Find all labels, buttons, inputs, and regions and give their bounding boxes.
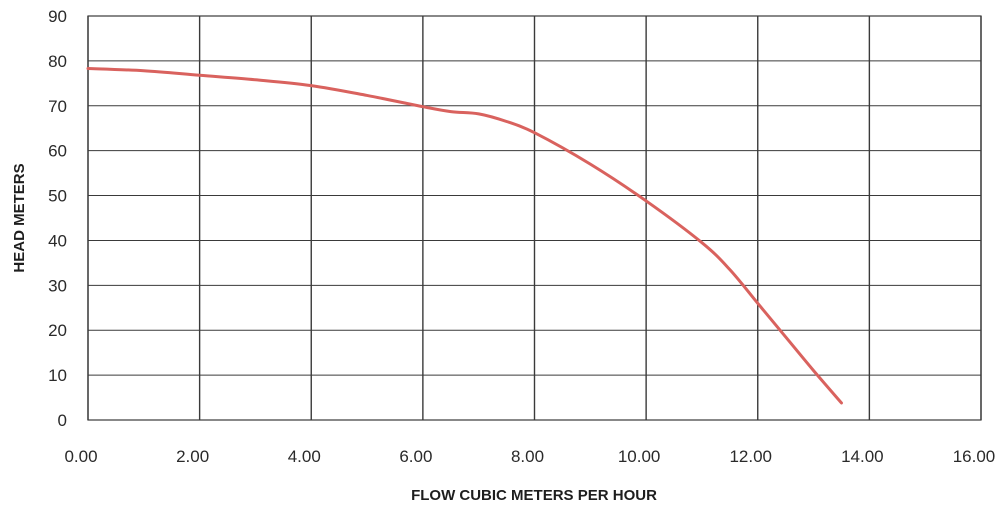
y-tick-label: 40 [48, 231, 67, 250]
y-tick-label: 80 [48, 52, 67, 71]
x-tick-label: 6.00 [399, 447, 432, 466]
x-axis-title: FLOW CUBIC METERS PER HOUR [411, 487, 657, 504]
plot-frame [87, 15, 982, 421]
x-tick-label: 2.00 [176, 447, 209, 466]
series-layer [86, 67, 843, 405]
x-axis-ticks: 0.00 2.00 4.00 6.00 8.00 10.00 12.00 14.00 16.00 [64, 447, 995, 466]
y-tick-label: 60 [48, 142, 67, 161]
y-tick-label: 50 [48, 187, 67, 206]
y-axis-title: HEAD METERS [11, 163, 28, 272]
x-tick-label: 0.00 [64, 447, 97, 466]
x-tick-label: 8.00 [511, 447, 544, 466]
y-tick-label: 70 [48, 97, 67, 116]
y-tick-label: 0 [58, 411, 67, 430]
y-tick-label: 10 [48, 366, 67, 385]
y-tick-label: 20 [48, 321, 67, 340]
x-tick-label: 12.00 [729, 447, 772, 466]
y-tick-label: 90 [48, 7, 67, 26]
x-tick-label: 10.00 [618, 447, 661, 466]
y-axis-ticks: 0 10 20 30 40 50 60 70 80 90 [48, 7, 67, 430]
series-line-head-vs-flow [86, 67, 843, 405]
x-tick-label: 14.00 [841, 447, 884, 466]
x-tick-label: 16.00 [953, 447, 996, 466]
x-tick-label: 4.00 [288, 447, 321, 466]
y-tick-label: 30 [48, 276, 67, 295]
